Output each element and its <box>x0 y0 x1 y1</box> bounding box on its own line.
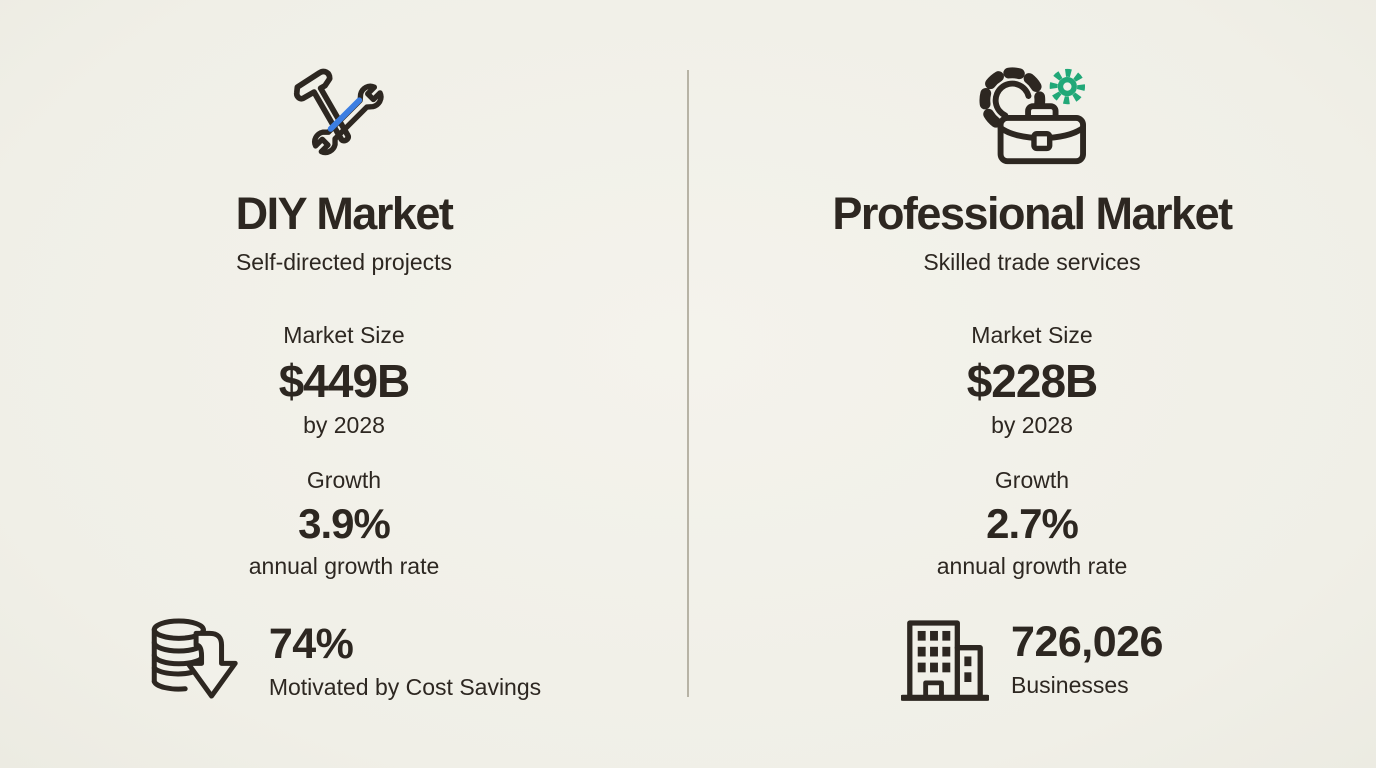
column-professional-market: Professional Market Skilled trade servic… <box>688 0 1376 768</box>
coins-down-arrow-icon <box>151 618 238 699</box>
highlight-value: 726,026 <box>1011 618 1163 667</box>
diy-market-size-stat: Market Size $449B by 2028 <box>278 322 411 439</box>
stat-detail: annual growth rate <box>936 553 1128 580</box>
diy-icon-wrap <box>286 64 402 170</box>
stat-value: 3.9% <box>298 500 391 548</box>
column-divider <box>687 70 689 697</box>
stat-value: $449B <box>278 355 411 408</box>
professional-subtitle: Skilled trade services <box>923 249 1141 276</box>
stat-label: Market Size <box>971 322 1093 349</box>
gear-briefcase-icon <box>979 67 1086 165</box>
highlight-label: Motivated by Cost Savings <box>268 673 542 700</box>
highlight-label: Businesses <box>1011 672 1129 699</box>
diy-growth-stat: Growth 3.9% annual growth rate <box>249 467 440 580</box>
professional-growth-stat: Growth 2.7% annual growth rate <box>937 467 1128 580</box>
professional-icon-wrap <box>973 64 1091 170</box>
diy-highlight: 74% Motivated by Cost Savings <box>147 616 541 707</box>
professional-title: Professional Market <box>832 188 1233 239</box>
diy-highlight-text: 74% Motivated by Cost Savings <box>268 619 542 701</box>
column-diy-market: DIY Market Self-directed projects Market… <box>147 64 541 707</box>
building-icon <box>901 620 990 702</box>
stat-detail: annual growth rate <box>248 553 440 580</box>
stat-value: $228B <box>966 355 1099 408</box>
diy-title: DIY Market <box>235 188 454 239</box>
professional-highlight-text: 726,026 Businesses <box>1011 621 1163 699</box>
stat-label: Growth <box>994 467 1070 494</box>
stat-detail: by 2028 <box>303 412 385 439</box>
stat-label: Growth <box>306 467 382 494</box>
professional-highlight: 726,026 Businesses <box>901 616 1163 704</box>
highlight-value: 74% <box>268 619 354 668</box>
stat-value: 2.7% <box>986 500 1079 548</box>
stat-label: Market Size <box>283 322 405 349</box>
hammer-wrench-icon <box>293 68 384 156</box>
diy-subtitle: Self-directed projects <box>235 249 453 276</box>
professional-market-size-stat: Market Size $228B by 2028 <box>966 322 1099 439</box>
stat-detail: by 2028 <box>991 412 1073 439</box>
